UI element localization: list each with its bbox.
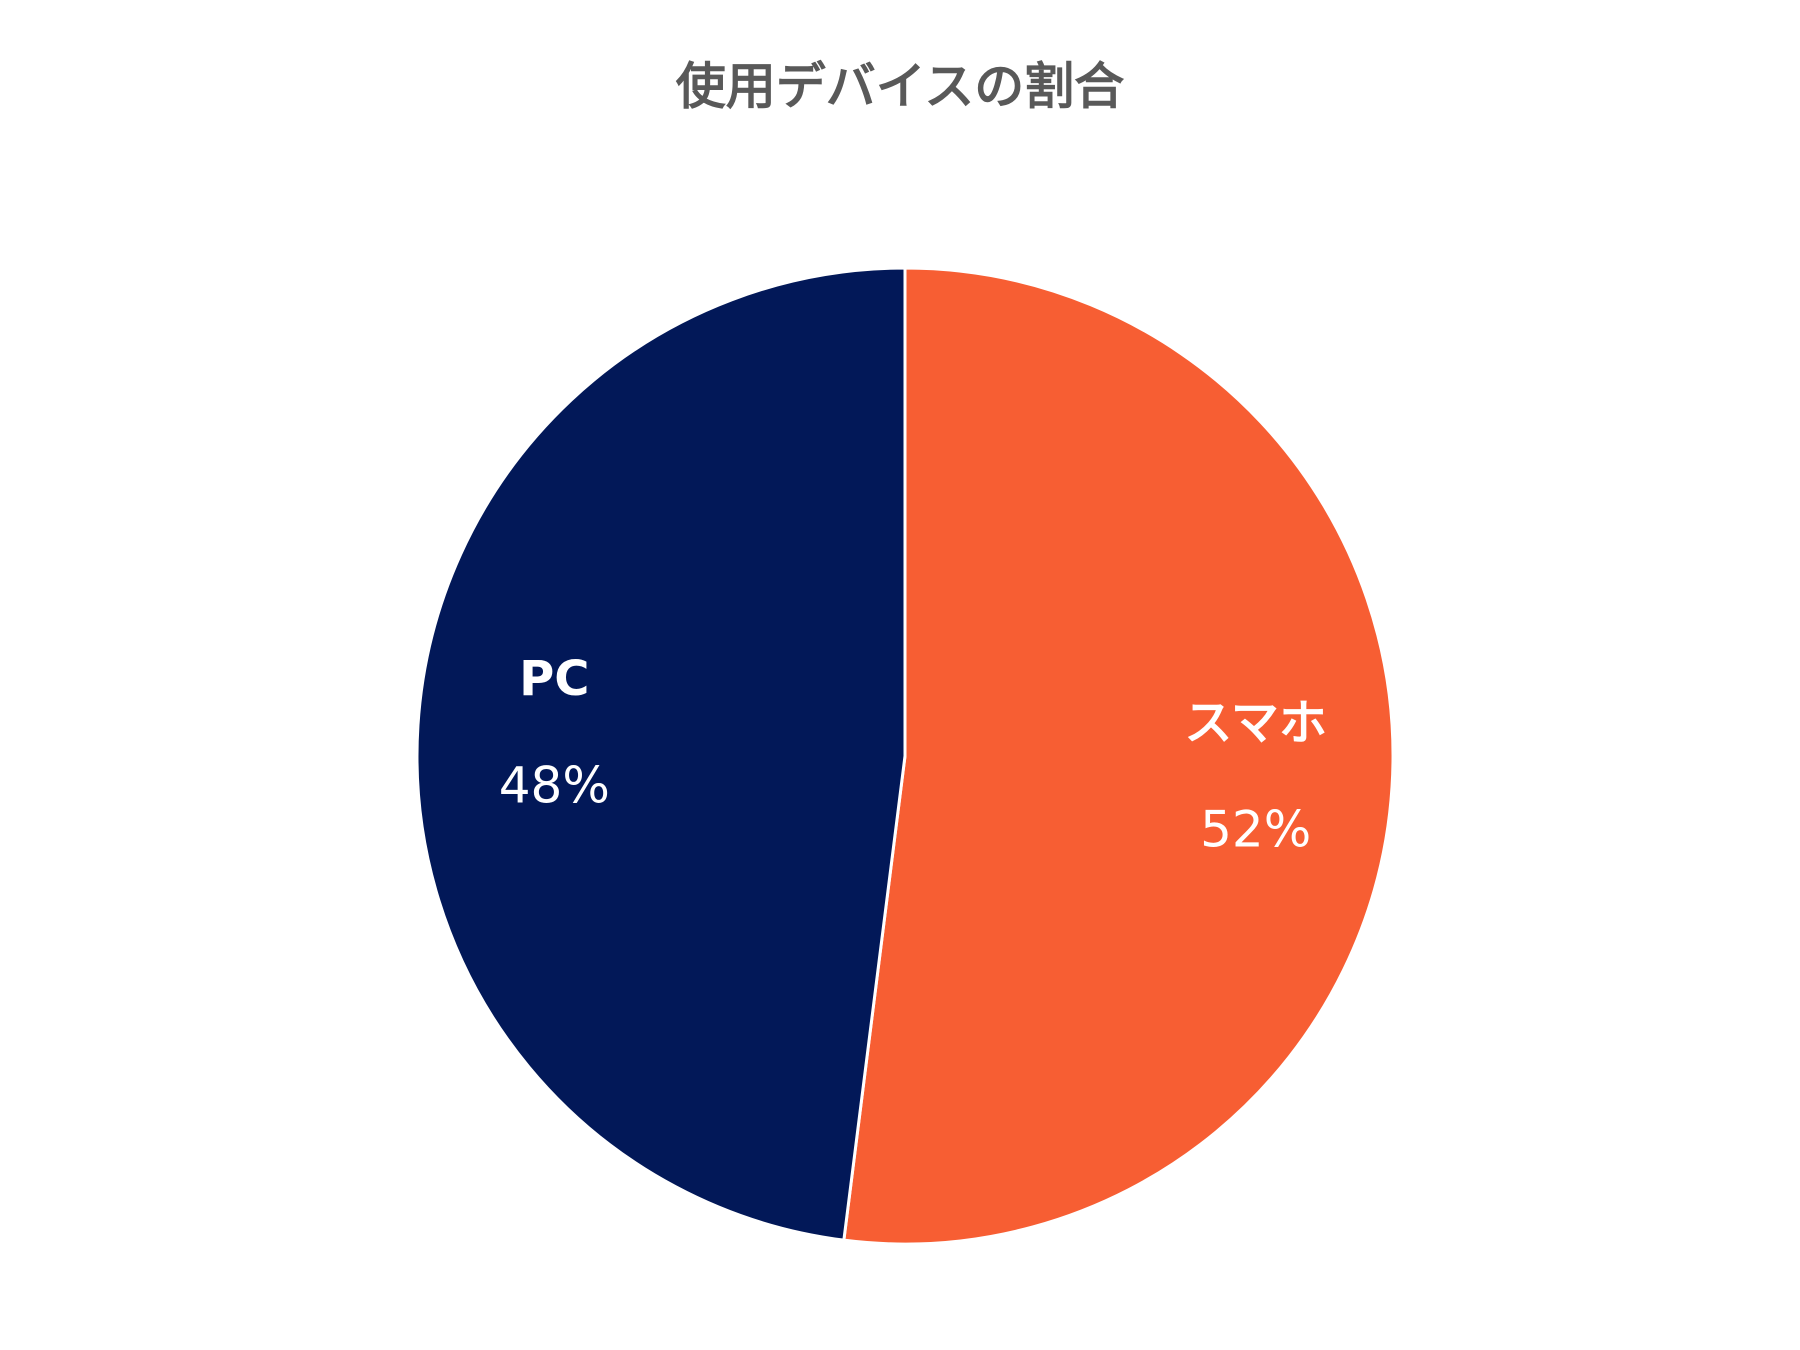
pie-slice [415,266,907,1242]
value-label: 48% [499,756,610,814]
slice-label: PC [519,651,589,707]
chart-title: 使用デバイスの割合 [676,58,1125,116]
pie-slice [842,266,1395,1246]
value-label: 52% [1200,801,1311,859]
slice-label: スマホ [1184,695,1327,751]
